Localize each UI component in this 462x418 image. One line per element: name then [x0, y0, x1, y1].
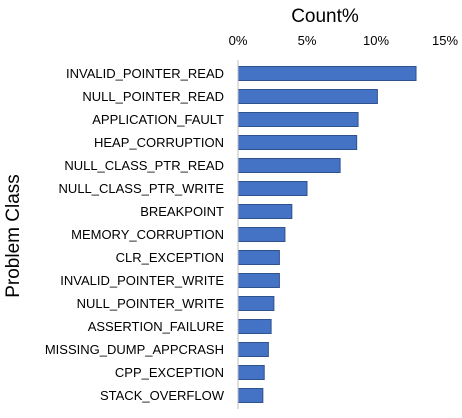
- category-label: CPP_EXCEPTION: [115, 365, 224, 380]
- bar: [237, 227, 286, 242]
- category-label: APPLICATION_FAULT: [92, 112, 224, 127]
- bar: [237, 319, 272, 334]
- category-label: ASSERTION_FAILURE: [88, 319, 225, 334]
- bar: [237, 89, 378, 104]
- x-axis-ticks: 0% 5% 10% 15%: [229, 33, 459, 48]
- category-label: NULL_CLASS_PTR_WRITE: [59, 181, 225, 196]
- bar: [237, 388, 264, 403]
- bars: [237, 66, 417, 403]
- bar: [237, 296, 275, 311]
- category-label: STACK_OVERFLOW: [100, 388, 225, 403]
- x-axis-title: Count%: [291, 6, 359, 27]
- category-label: MEMORY_CORRUPTION: [71, 227, 224, 242]
- category-label: HEAP_CORRUPTION: [94, 135, 224, 150]
- x-tick-label: 15%: [432, 33, 458, 48]
- x-tick-label: 0%: [229, 33, 248, 48]
- y-axis-title: Problem Class: [3, 174, 24, 298]
- bar: [237, 250, 280, 265]
- category-label: BREAKPOINT: [140, 204, 224, 219]
- bar: [237, 365, 265, 380]
- category-labels: INVALID_POINTER_READ NULL_POINTER_READ APP…: [45, 66, 225, 403]
- x-tick-label: 5%: [298, 33, 317, 48]
- bar: [237, 181, 308, 196]
- category-label: INVALID_POINTER_READ: [66, 66, 224, 81]
- bar: [237, 273, 280, 288]
- category-label: NULL_POINTER_READ: [82, 89, 224, 104]
- category-label: CLR_EXCEPTION: [116, 250, 224, 265]
- bar: [237, 135, 358, 150]
- category-label: NULL_CLASS_PTR_READ: [64, 158, 224, 173]
- category-label: MISSING_DUMP_APPCRASH: [45, 342, 224, 357]
- bar: [237, 66, 417, 81]
- bar: [237, 204, 293, 219]
- bar: [237, 158, 341, 173]
- bar: [237, 342, 269, 357]
- x-tick-label: 10%: [363, 33, 389, 48]
- bar: [237, 112, 359, 127]
- category-label: INVALID_POINTER_WRITE: [60, 273, 224, 288]
- category-label: NULL_POINTER_WRITE: [77, 296, 225, 311]
